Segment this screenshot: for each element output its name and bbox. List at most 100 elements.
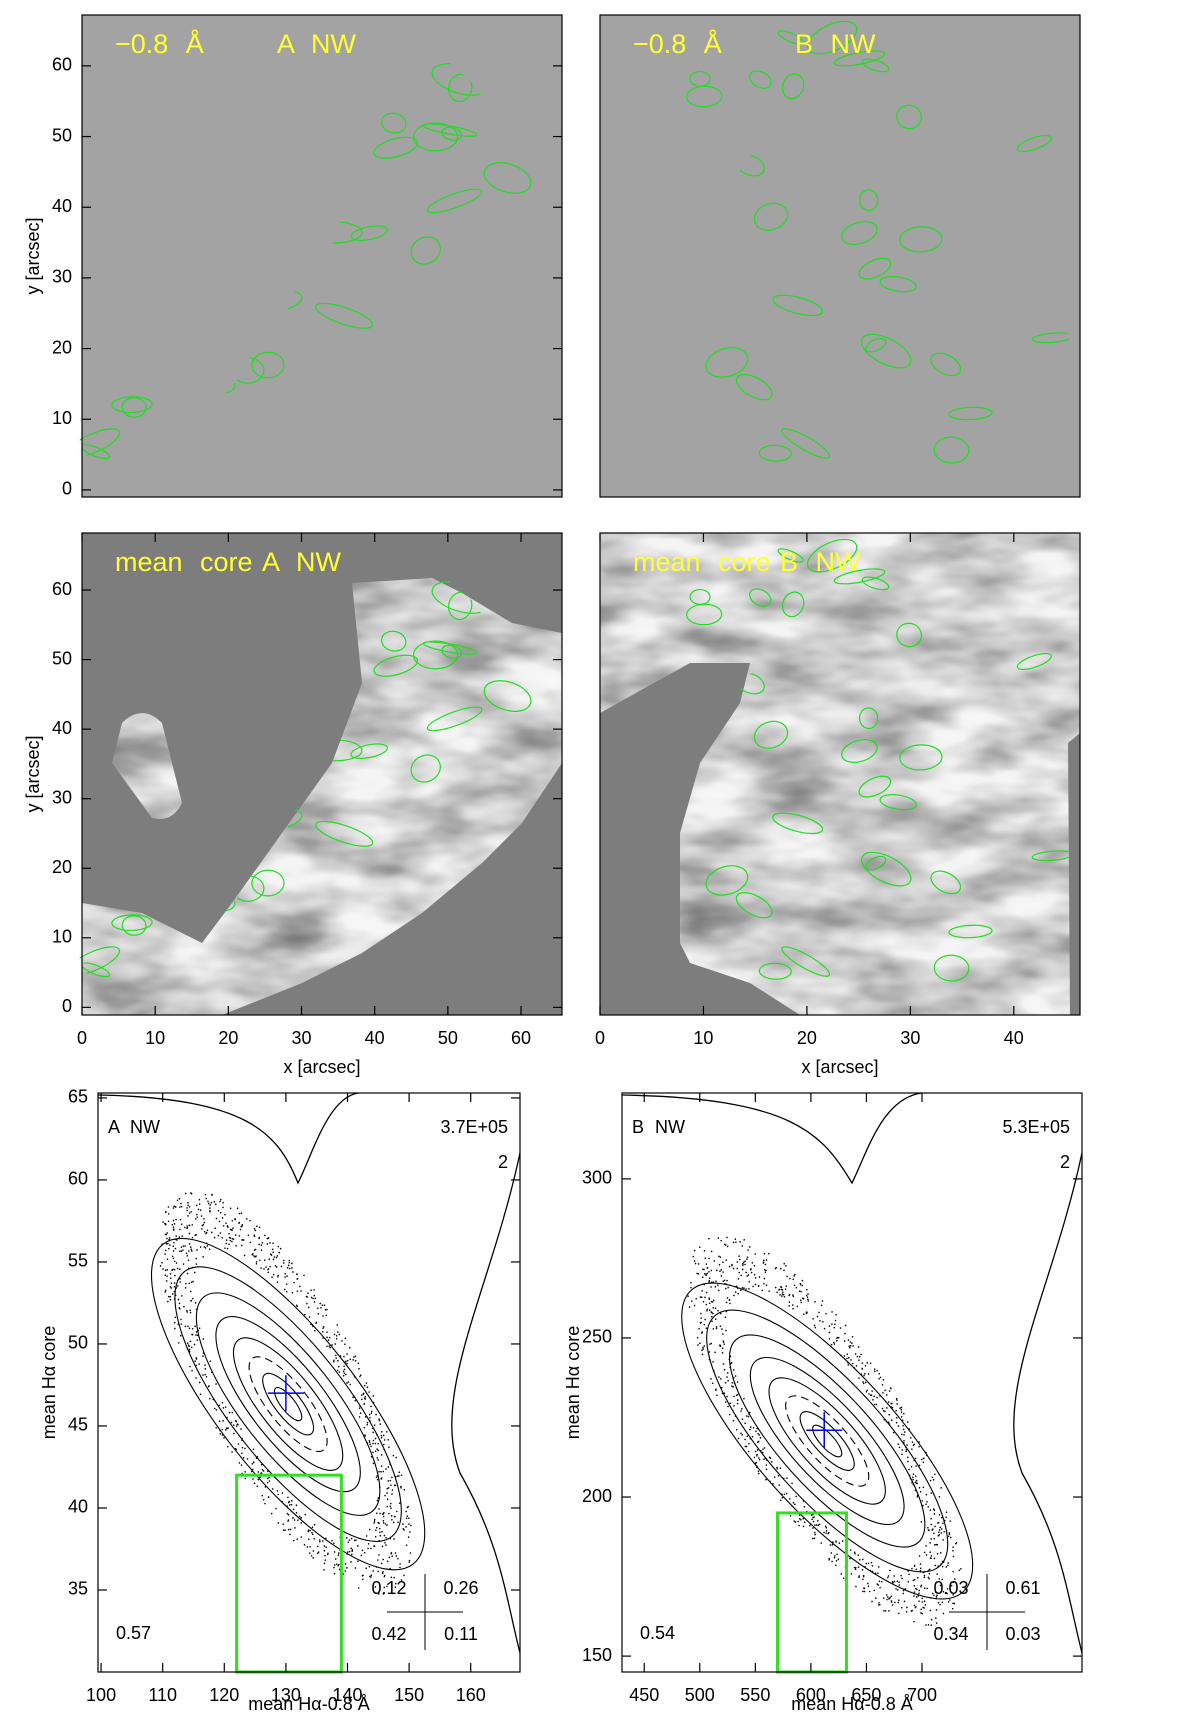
point-cloud [916,1482,918,1485]
point-cloud [368,1528,371,1531]
point-cloud [370,1405,372,1408]
point-cloud [228,1411,231,1414]
point-cloud [381,1572,384,1575]
point-cloud [803,1521,806,1523]
frame [97,1092,521,1673]
point-cloud [783,1269,785,1272]
point-cloud [182,1245,185,1247]
point-cloud [781,1497,784,1499]
point-cloud [744,1422,746,1425]
point-cloud [941,1565,944,1568]
point-cloud [911,1476,914,1479]
point-cloud [271,1276,273,1278]
point-cloud [914,1457,917,1460]
contour [483,680,532,712]
point-cloud [287,1519,290,1521]
point-cloud [743,1238,746,1241]
point-cloud [397,1557,399,1560]
point-cloud [362,1392,365,1395]
point-cloud [700,1317,702,1319]
point-cloud [935,1622,938,1624]
point-cloud [386,1492,388,1494]
point-cloud [328,1336,331,1339]
point-cloud [176,1267,179,1270]
point-cloud [217,1234,220,1237]
point-cloud [810,1514,813,1516]
point-cloud [706,1267,709,1269]
point-cloud [374,1442,377,1445]
point-cloud [923,1576,926,1579]
point-cloud [828,1325,831,1327]
count: 3.7E+05 [440,1117,508,1137]
point-cloud [203,1221,206,1224]
point-cloud [900,1415,903,1418]
point-cloud [746,1435,749,1438]
point-cloud [753,1265,756,1267]
point-cloud [253,1249,256,1251]
point-cloud [731,1381,734,1384]
point-cloud [955,1542,957,1545]
point-cloud [921,1601,924,1603]
point-cloud [933,1532,935,1535]
point-cloud [867,1585,870,1588]
point-cloud [257,1471,260,1473]
point-cloud [258,1236,261,1239]
point-cloud [377,1570,379,1573]
point-cloud [814,1531,816,1534]
point-cloud [719,1270,721,1272]
point-cloud [400,1474,403,1477]
point-cloud [850,1573,853,1575]
point-cloud [803,1505,806,1508]
point-cloud [202,1256,204,1258]
point-cloud [919,1569,922,1572]
point-cloud [846,1357,848,1360]
point-cloud [198,1363,200,1365]
point-cloud [227,1226,229,1228]
point-cloud [842,1577,845,1579]
point-cloud [938,1496,941,1498]
point-cloud [836,1336,839,1339]
point-cloud [313,1294,316,1297]
point-cloud [222,1201,224,1204]
point-cloud [336,1369,339,1372]
point-cloud [269,1253,272,1256]
point-cloud [914,1606,917,1609]
point-cloud [186,1309,188,1312]
quadrant-fraction: 0.12 [371,1578,406,1598]
point-cloud [267,1271,269,1274]
point-cloud [697,1263,700,1265]
point-cloud [857,1346,860,1348]
y-tick-label: 40 [52,196,72,216]
point-cloud [226,1247,229,1250]
point-cloud [369,1416,371,1419]
point-cloud [358,1407,361,1410]
contour [933,436,970,464]
point-cloud [255,1262,258,1265]
point-cloud [165,1289,167,1292]
point-cloud [179,1281,182,1283]
point-cloud [729,1302,731,1305]
point-cloud [869,1394,872,1396]
point-cloud [210,1201,213,1204]
point-cloud [923,1587,926,1590]
point-cloud [715,1326,718,1328]
point-cloud [266,1477,269,1480]
point-cloud [779,1286,782,1288]
y-tick-label: 200 [582,1486,612,1506]
point-cloud [213,1236,216,1239]
point-cloud [785,1285,787,1287]
contour [861,58,890,73]
marginal [97,1092,359,1185]
point-cloud [914,1475,917,1477]
point-cloud [370,1410,373,1413]
point-cloud [364,1398,367,1400]
point-cloud [300,1536,302,1538]
point-cloud [182,1263,185,1265]
point-cloud [396,1475,399,1477]
point-cloud [793,1284,796,1287]
point-cloud [191,1297,194,1300]
point-cloud [324,1554,326,1557]
point-cloud [758,1276,761,1278]
point-cloud [958,1569,961,1572]
point-cloud [759,1437,762,1439]
